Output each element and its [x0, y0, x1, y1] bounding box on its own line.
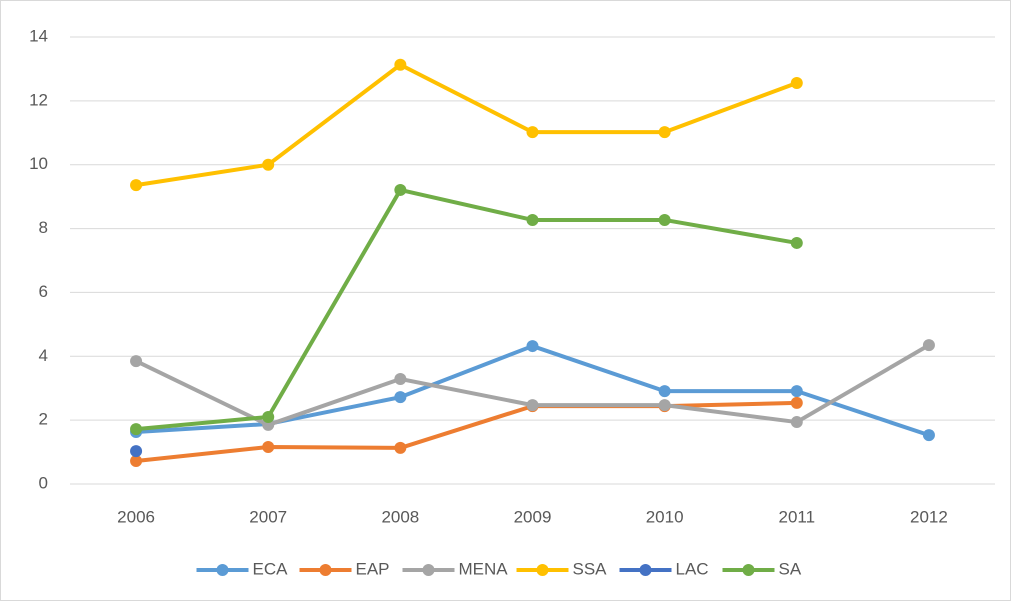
series-line — [135, 187, 798, 432]
x-tick-label: 2010 — [646, 507, 684, 526]
y-tick-label: 12 — [29, 90, 48, 109]
data-point — [130, 455, 143, 468]
legend-label: LAC — [676, 559, 709, 578]
x-tick-label: 2011 — [779, 507, 816, 526]
legend-marker — [742, 564, 755, 576]
x-tick-label: 2007 — [249, 507, 287, 526]
data-point — [790, 396, 803, 409]
y-tick-label: 0 — [39, 473, 48, 492]
legend-marker — [639, 564, 652, 576]
data-point — [262, 158, 275, 171]
y-tick-label: 2 — [39, 410, 48, 429]
x-tick-label: 2006 — [117, 507, 155, 526]
y-tick-label: 4 — [39, 346, 48, 365]
x-tick-label: 2012 — [910, 507, 948, 526]
data-point — [922, 339, 935, 352]
data-point — [394, 183, 407, 196]
legend-label: MENA — [459, 559, 509, 578]
data-point — [790, 385, 803, 398]
data-point — [130, 445, 143, 458]
legend-marker — [216, 564, 229, 576]
data-point — [130, 423, 143, 436]
data-point — [130, 179, 143, 192]
data-point — [394, 391, 407, 404]
legend-marker — [536, 564, 549, 576]
legend-label: SA — [779, 559, 802, 578]
data-point — [394, 58, 407, 71]
data-point — [658, 213, 671, 226]
data-point — [922, 429, 935, 442]
data-point — [658, 399, 671, 412]
y-tick-label: 6 — [39, 282, 48, 301]
data-point — [394, 372, 407, 385]
data-point — [526, 340, 539, 353]
x-tick-label: 2009 — [514, 507, 552, 526]
data-point — [130, 355, 143, 368]
data-point — [658, 126, 671, 139]
legend-label: SSA — [573, 559, 608, 578]
legend-label: ECA — [253, 559, 289, 578]
data-point — [790, 76, 803, 89]
data-point — [526, 399, 539, 412]
legend-label: EAP — [356, 559, 390, 578]
y-tick-label: 14 — [29, 26, 48, 45]
data-point — [526, 213, 539, 226]
data-point — [394, 441, 407, 454]
data-point — [262, 440, 275, 453]
legend-marker — [422, 564, 435, 576]
data-point — [658, 385, 671, 398]
data-point — [262, 410, 275, 423]
x-tick-label: 2008 — [381, 507, 419, 526]
data-point — [526, 126, 539, 139]
data-point — [790, 416, 803, 429]
data-point — [790, 236, 803, 249]
y-tick-label: 10 — [29, 154, 48, 173]
y-tick-label: 8 — [39, 218, 48, 237]
series-line — [135, 400, 797, 463]
legend-marker — [319, 564, 332, 576]
series-line — [135, 62, 798, 188]
